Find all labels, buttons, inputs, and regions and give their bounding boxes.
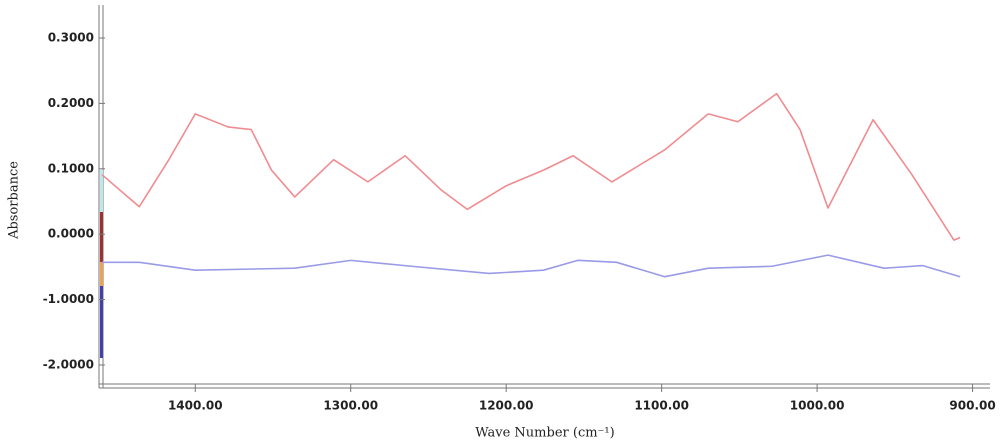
x-tick-label: 1300.00 xyxy=(323,399,378,413)
y-tick-label: -2.0000 xyxy=(43,358,94,372)
spectrum-line xyxy=(102,254,961,278)
legend-swatch xyxy=(100,212,103,262)
x-tick-label: 1400.00 xyxy=(168,399,223,413)
x-tick-label: 1100.00 xyxy=(634,399,689,413)
legend-swatch xyxy=(100,170,103,212)
x-tick-label: 900.00 xyxy=(949,399,995,413)
y-tick-label: -1.0000 xyxy=(43,292,94,306)
x-tick-label: 1200.00 xyxy=(479,399,534,413)
x-axis-label: Wave Number (cm⁻¹) xyxy=(475,426,614,441)
y-tick-label: 0.3000 xyxy=(48,31,94,45)
y-tick-label: 0.2000 xyxy=(48,96,94,110)
y-tick-label: 0.0000 xyxy=(48,227,94,241)
legend-swatch xyxy=(100,286,103,358)
y-tick-label: 0.1000 xyxy=(48,161,94,175)
legend-swatch xyxy=(100,262,103,286)
spectrum-line xyxy=(101,92,961,241)
y-axis-label: Absorbance xyxy=(7,161,22,240)
x-tick-label: 1000.00 xyxy=(790,399,845,413)
